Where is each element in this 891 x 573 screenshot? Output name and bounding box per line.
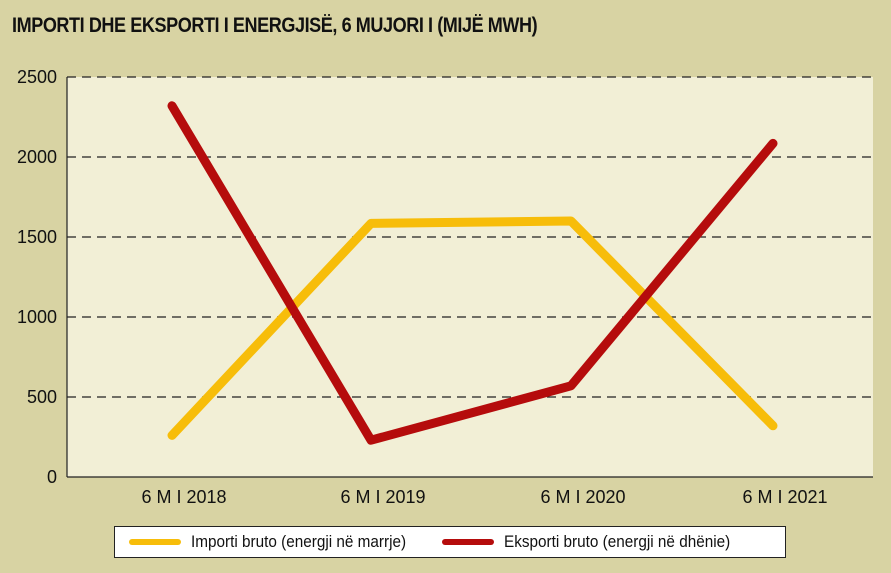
legend-item-export: Eksporti bruto (energji në dhënie) — [428, 527, 755, 557]
chart-title: IMPORTI DHE EKSPORTI I ENERGJISË, 6 MUJO… — [12, 14, 538, 37]
chart-legend: Importi bruto (energji në marrje) Ekspor… — [114, 526, 786, 558]
legend-swatch-import — [129, 539, 181, 545]
x-tick-label: 6 M I 2019 — [340, 487, 425, 507]
legend-swatch-export — [442, 539, 495, 545]
y-tick-label: 1500 — [17, 227, 57, 247]
y-tick-label: 2500 — [17, 67, 57, 87]
legend-label-import: Importi bruto (energji në marrje) — [191, 532, 407, 551]
y-tick-label: 2000 — [17, 147, 57, 167]
y-tick-label: 500 — [27, 387, 57, 407]
x-tick-label: 6 M I 2018 — [141, 487, 226, 507]
legend-item-import: Importi bruto (energji në marrje) — [115, 527, 430, 557]
y-tick-label: 0 — [47, 467, 57, 487]
y-tick-label: 1000 — [17, 307, 57, 327]
series-line-import — [167, 216, 778, 440]
legend-label-export: Eksporti bruto (energji në dhënie) — [504, 532, 731, 551]
x-tick-label: 6 M I 2021 — [742, 487, 827, 507]
series-line-export — [167, 101, 778, 445]
x-tick-label: 6 M I 2020 — [540, 487, 625, 507]
